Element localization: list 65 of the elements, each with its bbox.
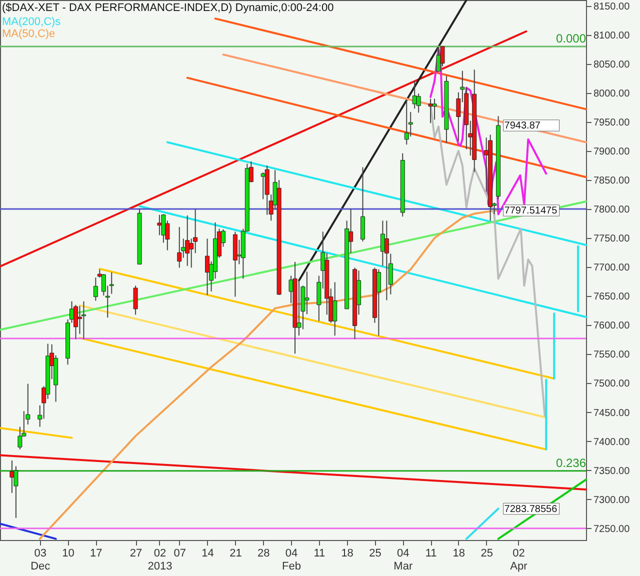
candlestick xyxy=(93,277,98,302)
candlestick xyxy=(205,238,210,296)
x-tick-label: 03 Dec xyxy=(30,548,51,572)
y-tick-label: 7900.00 xyxy=(594,146,630,158)
y-tick-label: 8050.00 xyxy=(594,59,630,70)
y-tick-label: 7450.00 xyxy=(594,408,630,419)
candlestick xyxy=(133,285,138,316)
candlestick xyxy=(185,214,190,266)
y-tick-label: 7750.00 xyxy=(594,234,630,245)
y-tick-label: 8000.00 xyxy=(594,88,630,100)
candlestick xyxy=(376,268,381,336)
text: MA(200,C)s xyxy=(2,16,62,28)
candlestick xyxy=(432,98,437,120)
candlestick xyxy=(18,426,22,450)
y-tick-label: 7500.00 xyxy=(594,378,630,390)
y-tick-label: 7300.00 xyxy=(594,494,630,506)
y-tick-label: 7350.00 xyxy=(594,466,630,477)
y-tick-label: 7250.00 xyxy=(594,524,630,535)
x-tick-label: 11 xyxy=(314,548,326,560)
candlestick xyxy=(404,99,409,146)
annotation: 7797.51475 xyxy=(504,205,558,216)
candlestick xyxy=(73,304,78,340)
x-tick-label: 27 xyxy=(130,548,142,560)
x-tick-label: 10 xyxy=(62,548,74,560)
y-tick-label: 7950.00 xyxy=(594,117,630,128)
y-tick-label: 7550.00 xyxy=(594,350,630,361)
y-tick-label: 8100.00 xyxy=(594,30,630,42)
annotation: 7943.87 xyxy=(504,120,541,132)
annotation: 0.236 xyxy=(556,456,586,470)
x-tick-label: 04 Mar xyxy=(394,548,413,572)
y-tick-label: 8150.00 xyxy=(594,1,630,12)
y-tick-label: 7650.00 xyxy=(594,292,630,303)
candlestick xyxy=(428,98,433,124)
x-tick-label: 18 xyxy=(341,548,354,560)
text: MA(50,C)e xyxy=(2,28,56,40)
x-tick-label: 18 xyxy=(452,548,466,560)
line-series xyxy=(38,209,500,540)
candlestick xyxy=(360,166,366,242)
candlestick xyxy=(436,46,441,72)
y-tick-label: 7850.00 xyxy=(594,176,630,186)
annotation: 7283.78556 xyxy=(504,504,558,515)
candlestick xyxy=(332,282,338,336)
y-tick-label: 7700.00 xyxy=(594,262,630,274)
x-tick-label: 07 xyxy=(174,548,186,560)
chart-title: ($DAX-XET - DAX PERFORMANCE-INDEX,D) Dynamic,0:00-24:00 xyxy=(2,2,334,14)
x-tick-label: 14 xyxy=(202,548,214,560)
candlestick xyxy=(10,460,14,494)
candlestick xyxy=(81,300,86,340)
x-tick-label: 21 xyxy=(230,548,242,560)
x-tick-label: 17 xyxy=(90,548,102,560)
candlestick xyxy=(157,214,162,236)
x-tick-label: 04 Feb xyxy=(282,548,301,572)
x-tick-label: 25 xyxy=(369,548,382,560)
x-tick-label: 02 Apr xyxy=(510,548,528,572)
annotation: 0.000 xyxy=(556,31,586,46)
y-tick-label: 7400.00 xyxy=(594,436,630,448)
x-tick-label: 25 xyxy=(480,548,493,560)
candlestick xyxy=(384,220,389,301)
candlestick xyxy=(260,172,266,200)
candlestick xyxy=(177,226,182,268)
x-tick-label: 28 xyxy=(257,548,270,560)
y-tick-label: 7600.00 xyxy=(594,320,630,332)
y-tick-label: 7800.00 xyxy=(594,204,630,216)
x-tick-label: 02 2013 xyxy=(148,548,172,572)
x-tick-label: 11 xyxy=(425,548,437,560)
